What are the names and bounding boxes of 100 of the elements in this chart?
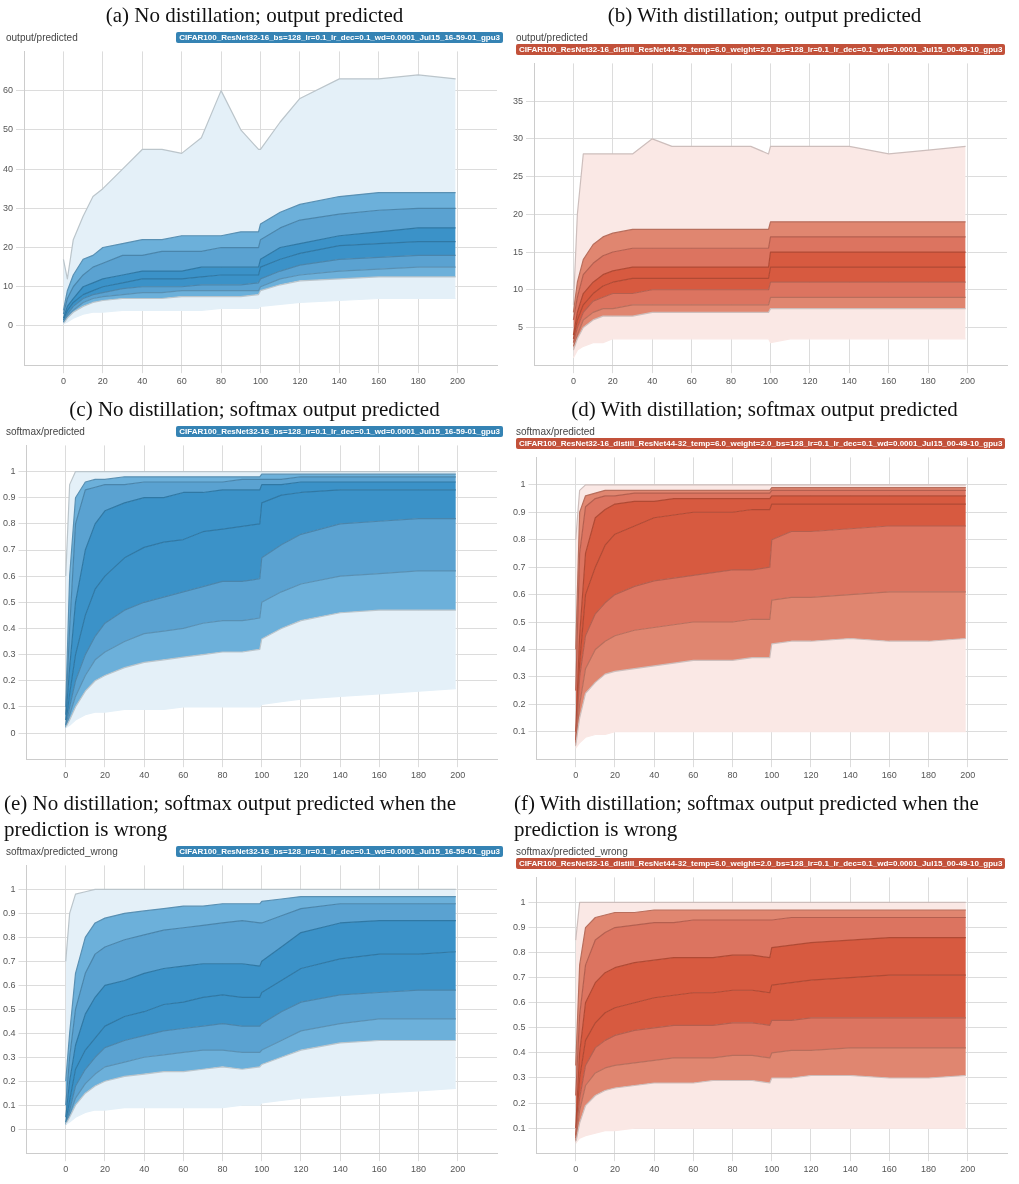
x-tick-label: 20 [99, 1164, 110, 1175]
y-tick-label: 5 [518, 321, 524, 332]
y-tick-label: 35 [513, 95, 524, 106]
y-tick-label: 25 [513, 171, 524, 182]
x-tick-label: 0 [573, 770, 579, 781]
x-tick-label: 100 [254, 770, 270, 781]
y-tick-label: 0.6 [3, 570, 16, 581]
y-tick-label: 0.2 [3, 675, 16, 686]
y-tick-label: 0.5 [3, 596, 16, 607]
y-tick-label: 0.8 [3, 518, 16, 529]
x-tick-label: 80 [727, 770, 738, 781]
chart-subtitle: softmax/predicted_wrong [516, 846, 628, 857]
x-tick-label: 160 [371, 770, 387, 781]
y-tick-label: 0.9 [3, 492, 16, 503]
x-tick-label: 100 [762, 376, 779, 387]
x-tick-label: 140 [332, 1164, 348, 1175]
x-tick-label: 120 [803, 1164, 819, 1175]
text: CIFAR100_ResNet32-16_distill_ResNet44-32_temp=6.0_weight=2.0_bs=128_lr=0.1_lr_dec=0.1_wd=0.0001_Jul15_00-49-10_gpu3 [516, 44, 1006, 55]
x-tick-label: 140 [842, 770, 858, 781]
x-tick-label: 100 [254, 1164, 270, 1175]
x-tick-label: 180 [411, 770, 427, 781]
text: CIFAR100_ResNet32-16_distill_ResNet44-32_temp=6.0_weight=2.0_bs=128_lr=0.1_lr_dec=0.1_wd=0.0001_Jul15_00-49-10_gpu3 [516, 858, 1006, 869]
y-tick-label: 0.2 [3, 1075, 16, 1086]
y-tick-label: 0.2 [513, 698, 526, 709]
x-tick-label: 140 [842, 1164, 858, 1175]
x-tick-label: 40 [649, 770, 660, 781]
x-tick-label: 160 [881, 1164, 897, 1175]
chart-title: (d) With distillation; softmax output predicted [570, 396, 959, 423]
x-tick-label: 60 [176, 376, 187, 387]
y-tick-label: 0.1 [3, 701, 16, 712]
x-tick-label: 100 [764, 770, 780, 781]
y-tick-label: 0.1 [513, 726, 526, 737]
text: CIFAR100_ResNet32-16_distill_ResNet44-32_temp=6.0_weight=2.0_bs=128_lr=0.1_lr_dec=0.1_wd=0.0001_Jul15_00-49-10_gpu3 [516, 438, 1006, 449]
x-tick-label: 0 [570, 376, 576, 387]
y-tick-label: 0.3 [3, 1051, 16, 1062]
y-tick-label: 0.6 [3, 979, 16, 990]
x-tick-label: 160 [371, 1164, 387, 1175]
y-tick-label: 0.1 [3, 1099, 16, 1110]
y-tick-label: 0.7 [513, 972, 526, 983]
y-tick-label: 1 [10, 466, 16, 477]
y-tick-label: 10 [513, 284, 524, 295]
x-tick-label: 60 [178, 770, 189, 781]
y-tick-label: 15 [513, 246, 524, 257]
y-tick-label: 1 [10, 883, 16, 894]
x-tick-label: 60 [688, 1164, 699, 1175]
text: CIFAR100_ResNet32-16_bs=128_lr=0.1_lr_dec=0.1_wd=0.0001_Jul15_16-59-01_gpu3 [176, 846, 503, 857]
x-tick-label: 40 [137, 376, 148, 387]
y-tick-label: 0.4 [3, 1027, 16, 1038]
y-tick-label: 60 [3, 85, 14, 96]
x-tick-label: 160 [881, 376, 897, 387]
y-tick-label: 0.3 [3, 649, 16, 660]
y-tick-label: 0.3 [513, 671, 526, 682]
x-tick-label: 40 [139, 770, 150, 781]
text: CIFAR100_ResNet32-16_bs=128_lr=0.1_lr_dec=0.1_wd=0.0001_Jul15_16-59-01_gpu3 [176, 32, 503, 43]
x-tick-label: 160 [371, 376, 387, 387]
y-tick-label: 30 [513, 133, 524, 144]
y-tick-label: 1 [520, 896, 526, 907]
x-tick-label: 180 [410, 376, 426, 387]
x-tick-label: 0 [60, 376, 66, 387]
x-tick-label: 180 [920, 376, 936, 387]
chart-title: (a) No distillation; output predicted [104, 2, 405, 29]
y-tick-label: 0.5 [3, 1003, 16, 1014]
y-tick-label: 0.6 [513, 589, 526, 600]
y-tick-label: 0.7 [3, 544, 16, 555]
y-tick-label: 0.8 [513, 534, 526, 545]
y-tick-label: 0 [10, 727, 16, 738]
y-tick-label: 0.8 [513, 947, 526, 958]
x-tick-label: 200 [960, 770, 976, 781]
x-tick-label: 120 [293, 1164, 309, 1175]
y-tick-label: 0.3 [513, 1072, 526, 1083]
x-tick-label: 200 [960, 1164, 976, 1175]
y-tick-label: 0.4 [513, 643, 526, 654]
x-tick-label: 80 [726, 376, 737, 387]
x-tick-label: 140 [332, 770, 348, 781]
x-tick-label: 40 [647, 376, 658, 387]
x-tick-label: 200 [450, 1164, 466, 1175]
x-tick-label: 60 [688, 770, 699, 781]
y-tick-label: 20 [513, 208, 524, 219]
x-tick-label: 80 [727, 1164, 738, 1175]
y-tick-label: 1 [520, 479, 526, 490]
x-tick-label: 100 [764, 1164, 780, 1175]
x-tick-label: 200 [960, 376, 976, 387]
y-tick-label: 0.5 [513, 616, 526, 627]
y-tick-label: 0.2 [513, 1097, 526, 1108]
x-tick-label: 120 [292, 376, 308, 387]
y-tick-label: 0.1 [513, 1122, 526, 1133]
chart-subtitle: softmax/predicted_wrong [6, 846, 118, 857]
y-tick-label: 0.5 [513, 1022, 526, 1033]
y-tick-label: 0.9 [513, 506, 526, 517]
y-tick-label: 0.9 [513, 922, 526, 933]
y-tick-label: 40 [3, 163, 14, 174]
x-tick-label: 20 [609, 770, 620, 781]
x-tick-label: 60 [178, 1164, 189, 1175]
x-tick-label: 120 [803, 770, 819, 781]
chart-title: (e) No distillation; softmax output predicted when the prediction is wrong [3, 790, 457, 843]
x-tick-label: 80 [216, 376, 227, 387]
x-tick-label: 100 [252, 376, 269, 387]
y-tick-label: 0 [8, 320, 14, 331]
x-tick-label: 200 [450, 376, 466, 387]
y-tick-label: 0.7 [3, 955, 16, 966]
